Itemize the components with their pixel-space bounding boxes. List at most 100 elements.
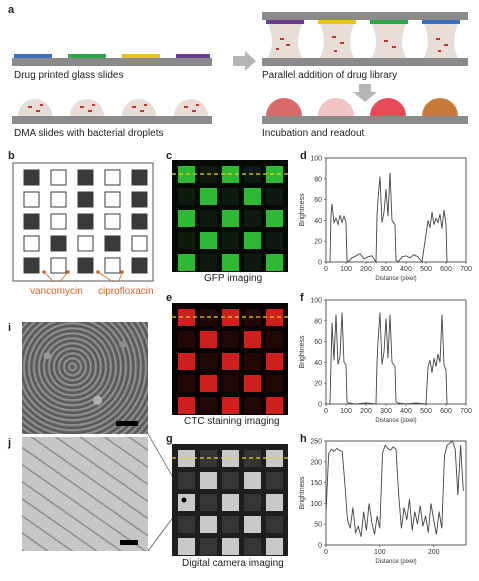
panel-f-label: f xyxy=(300,292,304,304)
dim-spot xyxy=(222,188,239,205)
dim-spot xyxy=(244,210,261,227)
x-tick-label: 200 xyxy=(360,266,372,273)
grid-cell xyxy=(77,191,94,208)
bright-spot xyxy=(200,232,217,249)
scale-bar xyxy=(120,540,138,545)
bright-spot xyxy=(266,309,283,326)
grid-cell xyxy=(131,191,148,208)
dim-spot xyxy=(266,188,283,205)
series-line xyxy=(326,172,448,264)
dim-spot xyxy=(200,210,217,227)
grid-cell xyxy=(131,257,148,274)
grid-cell xyxy=(50,169,67,186)
label-vancomycin: vancomycin xyxy=(30,286,83,297)
bright-spot xyxy=(244,331,261,348)
y-tick-label: 0 xyxy=(318,543,322,550)
panel-a-schematic xyxy=(12,12,468,124)
y-tick-label: 80 xyxy=(314,318,322,325)
bright-spot xyxy=(266,494,283,511)
dim-spot xyxy=(200,254,217,271)
bright-spot xyxy=(222,254,239,271)
dim-spot xyxy=(200,353,217,370)
panel-i-label: i xyxy=(8,322,12,334)
plot-frame xyxy=(325,157,467,263)
series-line xyxy=(325,440,464,537)
x-tick-label: 300 xyxy=(380,408,392,415)
grid-cell xyxy=(50,213,67,230)
bacterial-droplets xyxy=(18,99,208,116)
grid-cell xyxy=(104,257,121,274)
chart-f: 0 100 200 300 400 500 600 700 0 20 40 60 80 100 Distan… xyxy=(299,298,472,425)
x-tick-label: 400 xyxy=(400,408,412,415)
dim-spot xyxy=(178,188,195,205)
grid-cell xyxy=(104,169,121,186)
arrow-right xyxy=(233,51,256,71)
dim-spot xyxy=(178,232,195,249)
x-axis-label: Distance (pixel) xyxy=(375,559,416,565)
bright-spot xyxy=(222,397,239,414)
dim-spot xyxy=(266,472,283,489)
bright-spot xyxy=(178,494,195,511)
x-tick-label: 0 xyxy=(324,549,328,556)
dim-spot xyxy=(266,375,283,392)
grid-cell xyxy=(77,169,94,186)
grid-cell xyxy=(23,169,40,186)
drug-spot-purple xyxy=(176,54,210,58)
x-tick-label: 500 xyxy=(420,408,432,415)
glass-slide xyxy=(12,58,212,66)
dim-spot xyxy=(200,494,217,511)
y-axis-label: Brightness xyxy=(299,193,306,227)
dim-spot xyxy=(244,494,261,511)
grid-cell xyxy=(50,257,67,274)
x-tick-label: 300 xyxy=(380,266,392,273)
series-line xyxy=(326,312,448,405)
bright-spot xyxy=(266,166,283,183)
dim-spot xyxy=(244,254,261,271)
dim-spot xyxy=(178,472,195,489)
drug-spot-green xyxy=(68,54,106,58)
x-axis-label: Distance (pixel) xyxy=(375,418,416,424)
dim-spot xyxy=(178,331,195,348)
dma-slide xyxy=(12,116,212,124)
dim-spot xyxy=(266,331,283,348)
bright-spot xyxy=(222,210,239,227)
dim-spot xyxy=(222,516,239,533)
x-tick-label: 0 xyxy=(324,266,328,273)
grid-cell xyxy=(23,213,40,230)
dim-spot xyxy=(222,331,239,348)
dim-spot xyxy=(244,538,261,555)
y-tick-label: 0 xyxy=(318,260,322,267)
caption-ctc: CTC staining imaging xyxy=(184,416,280,427)
grid-cell xyxy=(23,191,40,208)
bright-spot xyxy=(244,188,261,205)
bright-spot xyxy=(222,494,239,511)
bright-spot xyxy=(244,516,261,533)
caption-step4: Incubation and readout xyxy=(262,128,365,139)
plot-frame xyxy=(325,440,467,546)
bright-spot xyxy=(222,538,239,555)
plot-frame xyxy=(325,299,467,405)
y-tick-label: 0 xyxy=(318,402,322,409)
grid-cell xyxy=(77,213,94,230)
x-tick-label: 600 xyxy=(440,408,452,415)
y-tick-label: 50 xyxy=(314,522,322,529)
dim-spot xyxy=(222,232,239,249)
grid-cell xyxy=(104,213,121,230)
y-tick-label: 60 xyxy=(314,197,322,204)
y-tick-label: 100 xyxy=(310,156,322,163)
panel-b-schematic xyxy=(12,162,154,282)
colored-droplets xyxy=(266,98,458,116)
camera-image xyxy=(172,444,288,556)
label-ciprofloxacin: ciprofloxacin xyxy=(98,286,154,297)
dim-spot xyxy=(244,397,261,414)
x-tick-label: 100 xyxy=(374,549,386,556)
ctc-image xyxy=(172,303,288,415)
drug-spot-blue xyxy=(14,54,52,58)
x-tick-label: 200 xyxy=(360,408,372,415)
bright-spot xyxy=(200,472,217,489)
y-tick-label: 60 xyxy=(314,339,322,346)
dim-spot xyxy=(244,353,261,370)
x-tick-label: 700 xyxy=(460,408,472,415)
x-tick-label: 400 xyxy=(400,266,412,273)
y-tick-label: 80 xyxy=(314,176,322,183)
